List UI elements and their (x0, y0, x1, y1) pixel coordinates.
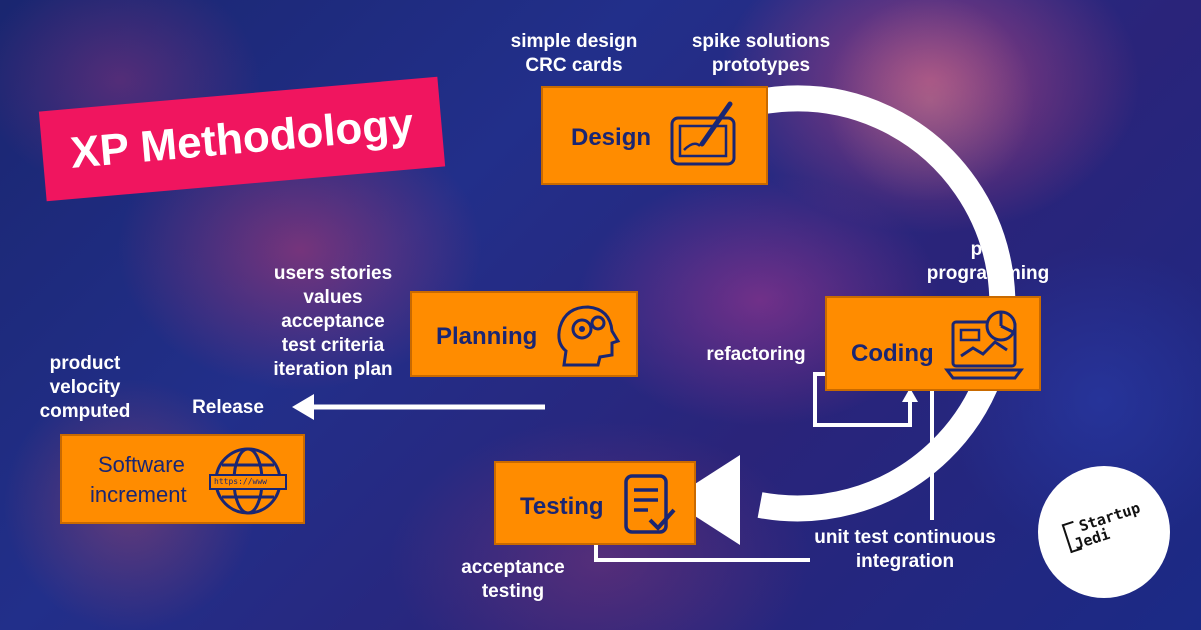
url-label: https://www (214, 477, 267, 486)
design-right-note: spike solutions prototypes (691, 31, 831, 76)
tablet-pen-icon (670, 101, 736, 166)
laptop-chart-icon (944, 310, 1024, 380)
testing-box: Testing (494, 461, 696, 545)
acceptance-bracket (594, 545, 810, 562)
cycle-ring (693, 85, 1016, 522)
refactoring-loop (813, 372, 912, 427)
acceptance-testing-note: acceptance testing (461, 557, 565, 602)
ring-arrowhead (670, 455, 740, 545)
product-velocity-note: product velocity computed (39, 353, 131, 422)
release-arrowhead (292, 394, 314, 420)
design-label: Design (571, 124, 652, 151)
refactoring-arrowhead (902, 388, 918, 402)
logo-line-1: Startup (1076, 498, 1143, 536)
software-label-1: Software (98, 452, 185, 477)
release-note: Release (192, 397, 264, 418)
head-gears-icon (557, 305, 621, 367)
design-left-note: simple design CRC cards (510, 31, 638, 76)
startup-jedi-logo: Startup Jedi (1038, 466, 1170, 598)
software-increment-box: Software increment https://www (60, 434, 305, 524)
logo-line-2: Jedi (1072, 524, 1113, 554)
coding-note: pair programming (926, 239, 1050, 284)
document-check-icon (624, 474, 676, 534)
coding-label: Coding (851, 340, 934, 367)
design-box: Design (541, 86, 768, 185)
unit-test-note: unit test continuous integration (814, 527, 996, 572)
planning-note: users stories values acceptance test cri… (273, 263, 393, 380)
testing-label: Testing (520, 493, 604, 520)
planning-label: Planning (436, 323, 538, 350)
globe-icon (209, 447, 287, 515)
planning-box: Planning (410, 291, 638, 377)
software-label-2: increment (90, 482, 187, 507)
refactoring-note: refactoring (706, 344, 806, 365)
coding-box: Coding (825, 296, 1041, 391)
